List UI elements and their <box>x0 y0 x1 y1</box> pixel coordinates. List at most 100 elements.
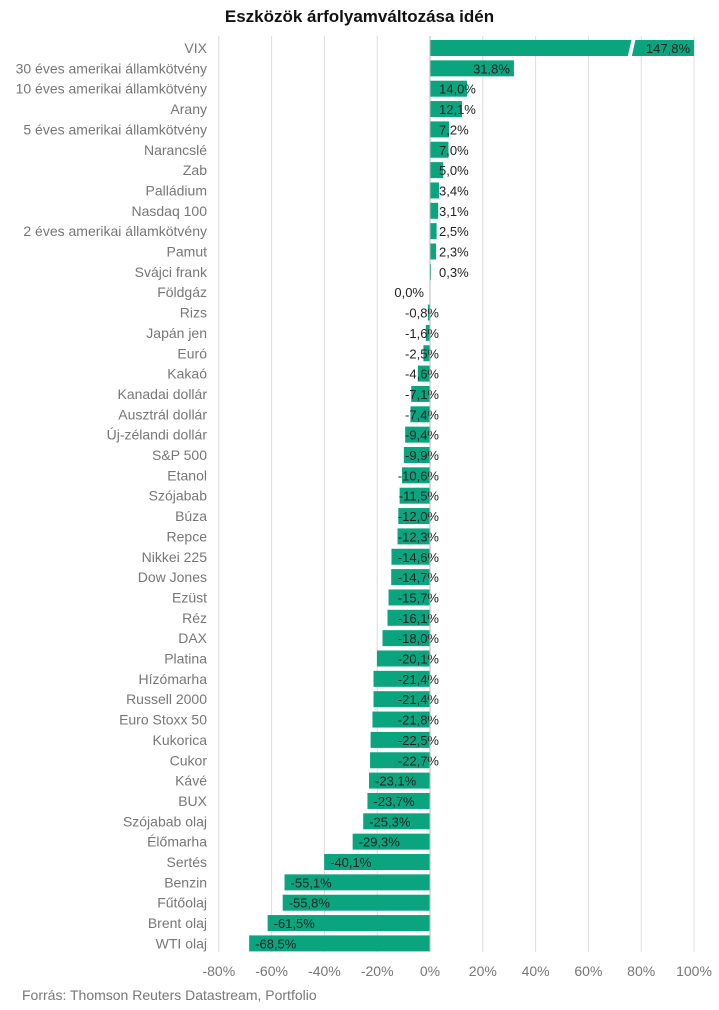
value-label: -15,7% <box>398 590 440 605</box>
value-label: 7,2% <box>439 122 469 137</box>
value-label: -7,1% <box>405 387 439 402</box>
bar <box>430 243 437 260</box>
category-label: Kakaó <box>167 366 207 382</box>
bar <box>376 650 430 667</box>
bar <box>373 670 430 687</box>
x-tick-label: 60% <box>574 963 602 979</box>
value-label: -0,8% <box>405 306 439 321</box>
x-tick-label: -60% <box>255 963 288 979</box>
category-label: 5 éves amerikai államkötvény <box>23 121 207 137</box>
value-label: -23,7% <box>373 794 415 809</box>
value-label: -18,0% <box>398 631 440 646</box>
category-label: Palládium <box>146 182 207 198</box>
category-label: Pamut <box>167 244 208 260</box>
value-label: -40,1% <box>330 855 372 870</box>
category-label: Dow Jones <box>138 569 207 585</box>
category-label: Búza <box>175 508 207 524</box>
x-tick-label: 20% <box>469 963 497 979</box>
x-tick-label: 0% <box>420 963 440 979</box>
value-label: -14,7% <box>398 570 440 585</box>
value-label: 3,1% <box>439 204 469 219</box>
bar <box>402 467 430 484</box>
x-tick-label: -20% <box>361 963 394 979</box>
category-label: Rizs <box>180 305 207 321</box>
category-label: Szójabab olaj <box>123 813 207 829</box>
category-label: Ausztrál dollár <box>118 406 207 422</box>
bar <box>430 60 514 77</box>
bar <box>399 487 430 504</box>
bar <box>387 609 430 626</box>
value-label: -23,1% <box>375 774 417 789</box>
bar <box>249 935 430 952</box>
bar <box>382 630 430 647</box>
value-label: -21,4% <box>398 692 440 707</box>
bar <box>373 691 430 708</box>
bar <box>388 589 430 606</box>
x-tick-label: 100% <box>676 963 712 979</box>
category-label: Kávé <box>175 773 207 789</box>
category-label: Narancslé <box>144 142 207 158</box>
value-label: -14,6% <box>398 550 440 565</box>
category-label: Euro Stoxx 50 <box>119 712 207 728</box>
value-label: -55,8% <box>289 896 331 911</box>
value-label: 12,1% <box>439 102 476 117</box>
category-label: 10 éves amerikai államkötvény <box>16 81 207 97</box>
category-label: Fűtőolaj <box>157 895 207 911</box>
category-label: Kanadai dollár <box>117 386 207 402</box>
bar <box>363 813 430 830</box>
value-label: -21,8% <box>398 713 440 728</box>
value-label: -29,3% <box>359 835 401 850</box>
source-note: Forrás: Thomson Reuters Datastream, Port… <box>22 987 317 1003</box>
bar <box>427 304 430 321</box>
bar <box>411 385 430 402</box>
bar <box>417 365 430 382</box>
value-label: -55,1% <box>291 875 333 890</box>
value-label: 5,0% <box>439 163 469 178</box>
category-label: Svájci frank <box>135 264 208 280</box>
category-label: WTI olaj <box>156 935 207 951</box>
category-label: Élőmarha <box>147 834 207 850</box>
bar <box>398 508 430 525</box>
bar <box>391 569 430 586</box>
value-label: -25,3% <box>369 814 411 829</box>
value-label: 3,4% <box>439 183 469 198</box>
bar <box>370 731 430 748</box>
x-tick-label: -40% <box>308 963 341 979</box>
value-label: -22,7% <box>398 753 440 768</box>
value-label: -1,6% <box>405 326 439 341</box>
value-label: -12,3% <box>398 529 440 544</box>
value-label: -16,1% <box>398 611 440 626</box>
value-label: -22,5% <box>398 733 440 748</box>
category-label: Benzin <box>164 874 207 890</box>
bar <box>372 711 430 728</box>
value-label: -12,0% <box>398 509 440 524</box>
bar <box>410 406 430 423</box>
category-label: Földgáz <box>157 284 207 300</box>
chart-title: Eszközök árfolyamváltozása idén <box>224 7 495 26</box>
value-label: -9,9% <box>405 448 439 463</box>
value-label: -61,5% <box>274 916 316 931</box>
category-label: BUX <box>178 793 207 809</box>
bar <box>430 182 439 199</box>
category-label: Repce <box>167 528 208 544</box>
bar <box>430 223 437 240</box>
value-label: -9,4% <box>405 428 439 443</box>
category-label: 30 éves amerikai államkötvény <box>16 60 207 76</box>
value-label: -10,6% <box>398 468 440 483</box>
value-label: 2,3% <box>439 245 469 260</box>
bar <box>430 121 450 138</box>
category-label: Cukor <box>170 752 208 768</box>
bar <box>397 528 430 545</box>
value-label: -20,1% <box>398 652 440 667</box>
bar <box>267 915 430 932</box>
category-label: Szójabab <box>149 488 208 504</box>
value-label: -68,5% <box>255 936 297 951</box>
bar <box>370 752 430 769</box>
bar <box>430 162 444 179</box>
bar <box>425 324 430 341</box>
category-label: Nikkei 225 <box>142 549 208 565</box>
category-label: VIX <box>184 40 207 56</box>
bar <box>324 854 430 870</box>
category-label: Kukorica <box>153 732 208 748</box>
